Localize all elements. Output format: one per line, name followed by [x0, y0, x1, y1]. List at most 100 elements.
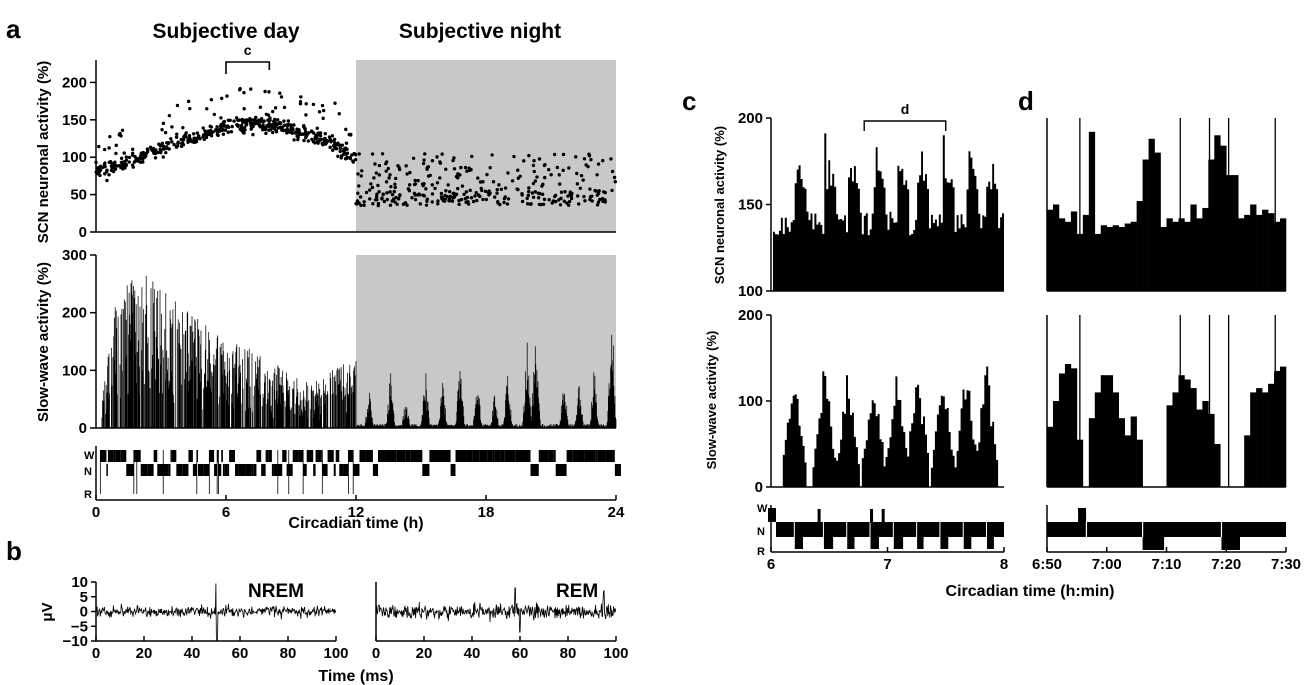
panel-letter-b: b — [6, 536, 22, 566]
scn-point — [195, 131, 200, 135]
stage-w — [282, 450, 287, 462]
scn-point — [194, 139, 199, 144]
stage-n — [130, 464, 134, 476]
panel-c-scn-bars: 100 150 200 SCN neuronal activity (%) d — [712, 101, 1004, 300]
stage-n — [142, 464, 148, 476]
scn-point — [249, 124, 253, 128]
stage-label-n: N — [84, 466, 92, 478]
scn-point — [238, 127, 242, 131]
scn-point — [356, 191, 360, 195]
scn-point — [487, 193, 491, 197]
scn-point — [398, 193, 402, 197]
scn-point — [531, 181, 536, 186]
x-tick-label: 18 — [478, 504, 495, 521]
scn-point — [456, 176, 460, 180]
scn-point — [433, 186, 437, 191]
scn-point — [531, 195, 536, 199]
scn-point — [583, 199, 587, 203]
stage-w — [133, 450, 137, 462]
scn-point — [338, 149, 342, 154]
scn-point — [274, 130, 279, 134]
stage-n — [168, 464, 171, 476]
stage-r — [963, 537, 972, 549]
scn-point — [166, 141, 170, 145]
scn-point — [528, 202, 533, 206]
bar — [1100, 375, 1108, 487]
scn-point — [306, 139, 311, 143]
scn-point — [225, 94, 229, 98]
stage-n — [1047, 522, 1286, 537]
scn-point — [503, 195, 507, 199]
stage-label-r: R — [84, 489, 92, 501]
scn-point — [209, 125, 214, 129]
scn-point — [532, 159, 536, 163]
scn-point — [188, 106, 192, 111]
bar — [1172, 221, 1179, 291]
x-tick-label: 6 — [222, 504, 230, 521]
stage-w — [526, 450, 531, 462]
bar — [1250, 392, 1257, 487]
bar — [1244, 214, 1251, 291]
scn-point — [452, 191, 456, 195]
scn-point — [255, 120, 260, 124]
scn-point — [375, 192, 379, 196]
scn-point — [430, 183, 434, 187]
scn-point — [393, 200, 397, 204]
scn-point — [108, 160, 113, 164]
stage-n — [333, 464, 336, 476]
scn-point — [413, 197, 418, 202]
stage-n — [450, 464, 456, 476]
scn-point — [515, 187, 519, 191]
stage-n — [197, 464, 204, 476]
scn-point — [253, 115, 258, 120]
scn-point — [481, 180, 485, 184]
stage-n — [182, 464, 189, 476]
scn-point — [324, 142, 328, 146]
scn-point — [463, 165, 468, 170]
bar — [1262, 209, 1269, 291]
bar — [1166, 218, 1173, 291]
scn-point — [114, 143, 118, 148]
scn-point — [368, 197, 372, 201]
scn-point — [158, 144, 163, 148]
scn-point — [465, 169, 469, 173]
bar — [1184, 221, 1191, 291]
scn-point — [132, 160, 137, 164]
stage-n — [203, 464, 210, 476]
stage-w — [385, 450, 397, 462]
scn-point — [483, 189, 488, 194]
x-label-circadian-time: Circadian time (h) — [288, 515, 423, 532]
stage-w — [113, 450, 116, 462]
y-tick-label: 100 — [738, 283, 763, 300]
scn-point — [384, 160, 389, 164]
scn-point — [588, 197, 592, 202]
panel-letter-d: d — [1018, 86, 1034, 116]
scn-point — [575, 171, 579, 176]
scn-point — [344, 127, 348, 132]
scn-point — [411, 156, 416, 160]
scn-point — [462, 192, 466, 197]
x-label-circadian-time-hmin: Circadian time (h:min) — [946, 583, 1115, 600]
scn-point — [323, 131, 328, 136]
scn-point — [450, 199, 455, 203]
scn-point — [478, 194, 482, 199]
bar — [1196, 409, 1203, 487]
y-ticks-scn: 0 50 100 150 200 — [62, 74, 96, 241]
scn-point — [238, 88, 242, 92]
scn-point — [338, 146, 343, 151]
scn-point — [215, 129, 219, 133]
scn-point — [460, 184, 465, 188]
bar — [1064, 364, 1072, 487]
stage-w — [429, 450, 435, 462]
stage-n — [261, 464, 266, 476]
title-subjective-day: Subjective day — [152, 20, 299, 43]
stage-n — [251, 464, 254, 476]
x-tick-label: 0 — [372, 645, 380, 662]
stage-n — [313, 464, 316, 476]
scn-point — [370, 152, 375, 156]
stage-n — [147, 464, 154, 476]
scn-point — [219, 116, 223, 120]
scn-point — [593, 188, 597, 193]
bar — [1184, 379, 1191, 487]
bar — [1112, 225, 1119, 291]
